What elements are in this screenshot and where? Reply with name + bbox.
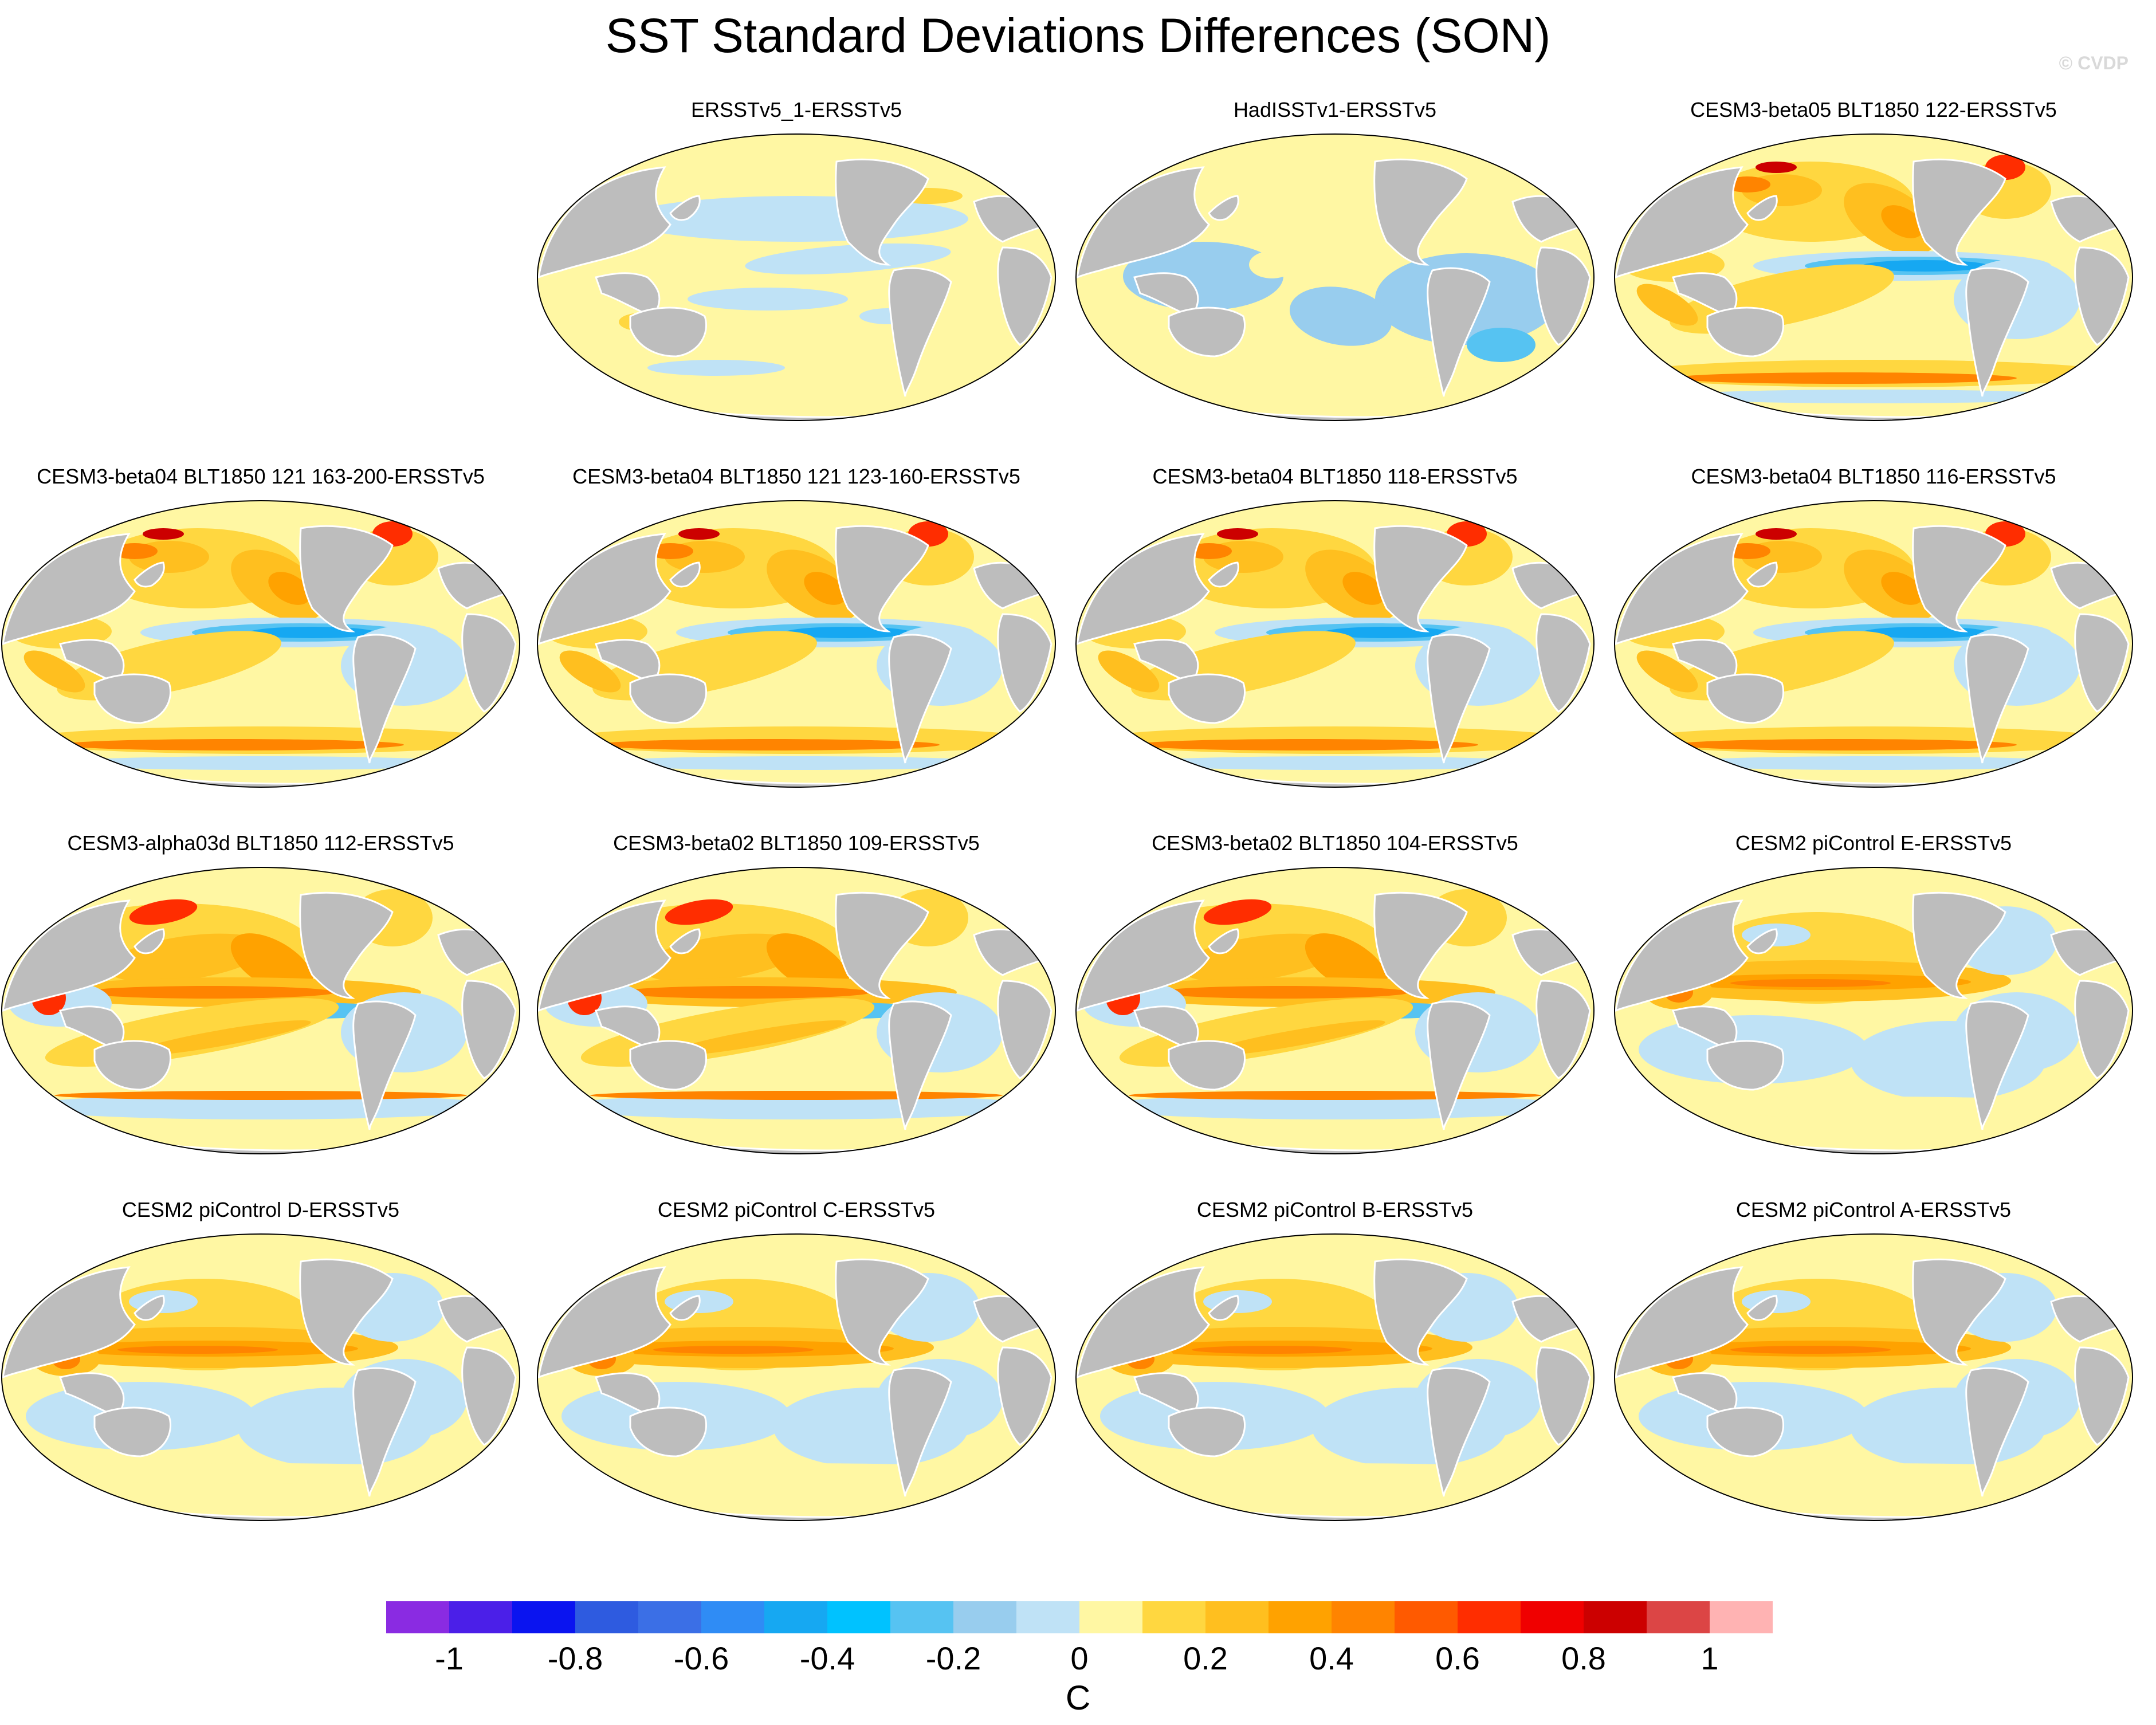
colorbar-swatch (827, 1601, 891, 1633)
colorbar-tick-label: -1 (435, 1640, 464, 1676)
map-panel: CESM2 piControl B-ERSSTv5 (1066, 1197, 1604, 1524)
map-panel: CESM2 piControl A-ERSSTv5 (1604, 1197, 2143, 1524)
map-panel: CESM2 piControl C-ERSSTv5 (527, 1197, 1066, 1524)
panel-title: CESM3-beta04 BLT1850 118-ERSSTv5 (1152, 465, 1518, 488)
panel-title: ERSSTv5_1-ERSSTv5 (690, 98, 902, 121)
colorbar-swatch (1395, 1601, 1458, 1633)
colorbar-tick-label: -0.6 (673, 1640, 729, 1676)
colorbar-swatch (890, 1601, 954, 1633)
colorbar-swatch (512, 1601, 576, 1633)
map-panel: CESM3-beta04 BLT1850 116-ERSSTv5 (1604, 464, 2143, 791)
panel-title: CESM2 piControl A-ERSSTv5 (1735, 1198, 2012, 1221)
colorbar-swatch (764, 1601, 828, 1633)
sst-map (1, 500, 520, 788)
panel-title: HadISSTv1-ERSSTv5 (1233, 98, 1437, 121)
map-panel: ERSSTv5_1-ERSSTv5 (527, 97, 1066, 424)
colorbar-swatch (1205, 1601, 1269, 1633)
map-panel: CESM3-beta02 BLT1850 109-ERSSTv5 (527, 831, 1066, 1157)
sst-map (1614, 133, 2133, 421)
colorbar-swatch (1269, 1601, 1332, 1633)
map-panel: CESM2 piControl D-ERSSTv5 (0, 1197, 530, 1524)
colorbar-unit: C (1065, 1679, 1091, 1717)
sst-map (1614, 1233, 2133, 1521)
sst-map (1614, 500, 2133, 788)
sst-map (537, 133, 1056, 421)
colorbar-swatch (953, 1601, 1017, 1633)
sst-map (1075, 500, 1595, 788)
colorbar-tick-label: 0.8 (1561, 1640, 1606, 1676)
sst-map (1, 867, 520, 1154)
sst-map (1075, 133, 1595, 421)
colorbar-swatch (575, 1601, 639, 1633)
colorbar (386, 1601, 1773, 1633)
panel-title: CESM3-beta02 BLT1850 104-ERSSTv5 (1152, 831, 1518, 855)
colorbar-tick-label: 0.6 (1435, 1640, 1480, 1676)
map-panel: CESM3-beta05 BLT1850 122-ERSSTv5 (1604, 97, 2143, 424)
colorbar-swatch (1079, 1601, 1143, 1633)
panel-title: CESM3-beta04 BLT1850 121 123-160-ERSSTv5 (572, 465, 1020, 488)
panel-title: CESM2 piControl C-ERSSTv5 (657, 1198, 936, 1221)
sst-map (1, 1233, 520, 1521)
colorbar-tick-label: -0.8 (547, 1640, 603, 1676)
map-panel: CESM3-beta04 BLT1850 121 123-160-ERSSTv5 (527, 464, 1066, 791)
panel-title: CESM3-beta04 BLT1850 116-ERSSTv5 (1691, 465, 2056, 488)
colorbar-tick-label: -0.2 (925, 1640, 981, 1676)
map-panel: CESM3-beta02 BLT1850 104-ERSSTv5 (1066, 831, 1604, 1157)
colorbar-swatch (1584, 1601, 1647, 1633)
panel-title: CESM3-alpha03d BLT1850 112-ERSSTv5 (67, 831, 454, 855)
colorbar-tick-label: -0.4 (799, 1640, 855, 1676)
colorbar-tick-label: 0 (1070, 1640, 1089, 1676)
sst-map (537, 867, 1056, 1154)
panel-title: CESM2 piControl D-ERSSTv5 (121, 1198, 400, 1221)
figure-title: SST Standard Deviations Differences (SON… (605, 9, 1551, 62)
sst-map (1075, 867, 1595, 1154)
colorbar-tick-label: 1 (1701, 1640, 1719, 1676)
sst-map (1075, 1233, 1595, 1521)
colorbar-swatch (1332, 1601, 1395, 1633)
map-panel: CESM3-alpha03d BLT1850 112-ERSSTv5 (0, 831, 530, 1157)
colorbar-swatch (1016, 1601, 1080, 1633)
map-panel: CESM2 piControl E-ERSSTv5 (1604, 831, 2143, 1157)
colorbar-swatch (449, 1601, 513, 1633)
colorbar-tick-label: 0.4 (1309, 1640, 1354, 1676)
panel-title: CESM2 piControl E-ERSSTv5 (1735, 831, 2012, 855)
map-panel: HadISSTv1-ERSSTv5 (1066, 97, 1604, 424)
colorbar-swatch (701, 1601, 765, 1633)
colorbar-swatch (1142, 1601, 1206, 1633)
colorbar-swatch (638, 1601, 702, 1633)
map-panel: CESM3-beta04 BLT1850 121 163-200-ERSSTv5 (0, 464, 530, 791)
sst-map (1614, 867, 2133, 1154)
panel-title: CESM3-beta02 BLT1850 109-ERSSTv5 (613, 831, 980, 855)
colorbar-swatch (1647, 1601, 1710, 1633)
colorbar-swatch (1458, 1601, 1521, 1633)
panel-title: CESM3-beta04 BLT1850 121 163-200-ERSSTv5 (37, 465, 485, 488)
colorbar-swatch (1710, 1601, 1773, 1633)
map-panel: CESM3-beta04 BLT1850 118-ERSSTv5 (1066, 464, 1604, 791)
sst-map (537, 1233, 1056, 1521)
cvdp-credit: © CVDP (2059, 53, 2128, 73)
colorbar-tick-label: 0.2 (1183, 1640, 1228, 1676)
panel-title: CESM2 piControl B-ERSSTv5 (1196, 1198, 1474, 1221)
colorbar-swatch (1521, 1601, 1584, 1633)
sst-map (537, 500, 1056, 788)
colorbar-swatch (386, 1601, 450, 1633)
panel-title: CESM3-beta05 BLT1850 122-ERSSTv5 (1690, 98, 2057, 121)
